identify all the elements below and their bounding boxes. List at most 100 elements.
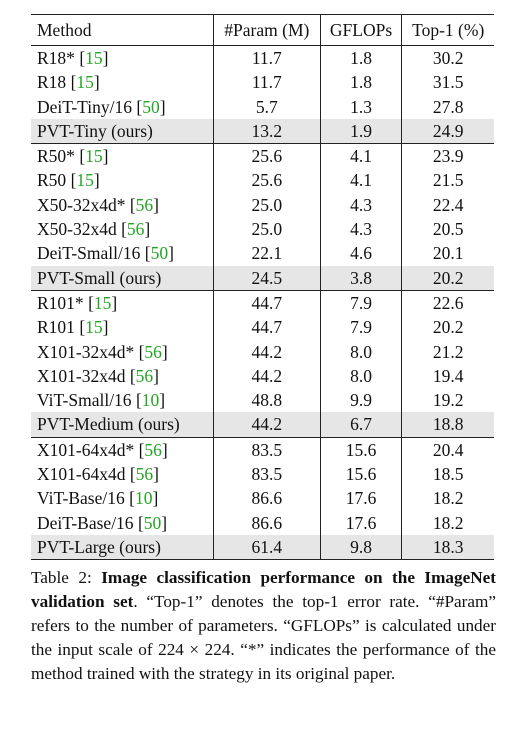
citation-link[interactable]: 15 bbox=[76, 72, 94, 93]
params-cell: 24.5 bbox=[213, 265, 321, 291]
method-name: PVT-Tiny (ours) bbox=[37, 120, 153, 141]
params-cell: 86.6 bbox=[213, 510, 321, 535]
params-cell: 13.2 bbox=[213, 118, 321, 144]
top1-cell: 18.8 bbox=[401, 412, 494, 438]
citation-link[interactable]: 56 bbox=[144, 341, 162, 362]
top1-cell: 20.1 bbox=[432, 243, 464, 264]
citation-link[interactable]: 15 bbox=[76, 170, 94, 191]
method-name: DeiT-Small/16 bbox=[37, 243, 141, 264]
table-row: R101 [15] 44.7 7.9 20.2 bbox=[31, 315, 494, 340]
method-name: PVT-Small (ours) bbox=[37, 267, 162, 288]
table-body: R18* [15] 11.7 1.8 30.2 R18 [15] 11.7 1.8 31.5 D… bbox=[31, 45, 494, 560]
top1-cell: 27.8 bbox=[432, 96, 464, 117]
gflops-cell: 1.8 bbox=[320, 70, 403, 95]
method-name: DeiT-Tiny/16 bbox=[37, 96, 132, 117]
method-name: R101 bbox=[37, 317, 75, 338]
method-name: X50-32x4d* bbox=[37, 194, 126, 215]
header-gflops: GFLOPs bbox=[320, 14, 403, 46]
table-row: PVT-Medium (ours) 44.2 6.7 18.8 bbox=[31, 412, 494, 438]
gflops-cell: 1.8 bbox=[320, 45, 403, 71]
top1-cell: 18.5 bbox=[432, 464, 464, 485]
method-cell: X101-64x4d* [56] bbox=[31, 437, 214, 463]
top1-cell: 22.6 bbox=[432, 292, 464, 313]
table-row: X101-64x4d [56] 83.5 15.6 18.5 bbox=[31, 462, 494, 487]
method-name: PVT-Large (ours) bbox=[37, 536, 161, 557]
top1-cell: 19.2 bbox=[432, 390, 464, 411]
method-name: DeiT-Base/16 bbox=[37, 512, 134, 533]
gflops-cell: 1.9 bbox=[320, 118, 403, 144]
params-cell: 61.4 bbox=[213, 534, 321, 560]
gflops-cell: 6.7 bbox=[320, 412, 403, 438]
method-cell: R101* [15] bbox=[31, 290, 214, 316]
table-row: X50-32x4d [56] 25.0 4.3 20.5 bbox=[31, 217, 494, 242]
gflops-cell: 1.3 bbox=[320, 94, 403, 119]
top1-cell: 20.4 bbox=[432, 439, 464, 460]
gflops-cell: 4.3 bbox=[320, 192, 403, 218]
top1-cell: 21.2 bbox=[432, 341, 464, 362]
results-table: Method #Param (M) GFLOPs Top-1 (%) R18* … bbox=[31, 14, 494, 560]
params-cell: 11.7 bbox=[213, 45, 321, 71]
method-cell: X50-32x4d* [56] bbox=[31, 192, 214, 218]
gflops-cell: 8.0 bbox=[320, 363, 403, 389]
citation-link[interactable]: 15 bbox=[93, 292, 112, 313]
top1-cell: 18.2 bbox=[432, 488, 464, 509]
table-row: R18 [15] 11.7 1.8 31.5 bbox=[31, 70, 494, 95]
params-cell: 11.7 bbox=[213, 70, 321, 95]
table-row: PVT-Tiny (ours) 13.2 1.9 24.9 bbox=[31, 118, 494, 144]
method-name: R50 bbox=[37, 170, 67, 191]
top1-cell: 19.4 bbox=[432, 365, 464, 386]
gflops-cell: 7.9 bbox=[320, 290, 403, 316]
citation-link[interactable]: 50 bbox=[143, 512, 162, 533]
table-row: PVT-Small (ours) 24.5 3.8 20.2 bbox=[31, 265, 494, 291]
header-params: #Param (M) bbox=[213, 14, 321, 46]
gflops-cell: 17.6 bbox=[320, 486, 403, 511]
method-cell: R50* [15] bbox=[31, 143, 214, 169]
params-cell: 44.7 bbox=[213, 290, 321, 316]
top1-cell: 30.2 bbox=[432, 48, 464, 68]
caption-text: . “Top-1” denotes the top-1 error rate. … bbox=[31, 592, 496, 683]
method-cell: DeiT-Tiny/16 [50] bbox=[31, 94, 214, 119]
citation-link[interactable]: 50 bbox=[142, 96, 160, 117]
gflops-cell: 4.1 bbox=[320, 143, 403, 169]
citation-link[interactable]: 15 bbox=[85, 48, 103, 68]
citation-link[interactable]: 56 bbox=[144, 439, 162, 460]
citation-link[interactable]: 15 bbox=[85, 146, 103, 167]
params-cell: 83.5 bbox=[213, 462, 321, 487]
caption-bold-title: Image classification performance on the … bbox=[31, 568, 496, 611]
top1-cell: 18.2 bbox=[432, 512, 464, 533]
table-row: R18* [15] 11.7 1.8 30.2 bbox=[31, 45, 494, 71]
table-row: PVT-Large (ours) 61.4 9.8 18.3 bbox=[31, 534, 494, 560]
table-row: R101* [15] 44.7 7.9 22.6 bbox=[31, 290, 494, 316]
table-row: X101-64x4d* [56] 83.5 15.6 20.4 bbox=[31, 437, 494, 463]
citation-link[interactable]: 10 bbox=[141, 390, 160, 411]
citation-link[interactable]: 56 bbox=[135, 194, 154, 215]
top1-cell: 21.5 bbox=[432, 170, 464, 191]
method-cell: DeiT-Base/16 [50] bbox=[31, 510, 214, 535]
method-cell: X101-64x4d [56] bbox=[31, 462, 214, 487]
citation-link[interactable]: 50 bbox=[150, 243, 169, 264]
citation-link[interactable]: 56 bbox=[126, 219, 145, 240]
table-row: X101-32x4d [56] 44.2 8.0 19.4 bbox=[31, 363, 494, 389]
method-cell: X101-32x4d* [56] bbox=[31, 339, 214, 364]
citation-link[interactable]: 56 bbox=[135, 365, 154, 386]
gflops-cell: 15.6 bbox=[320, 462, 403, 487]
gflops-cell: 9.9 bbox=[320, 388, 403, 413]
citation-link[interactable]: 10 bbox=[134, 488, 153, 509]
gflops-cell: 15.6 bbox=[320, 437, 403, 463]
citation-link[interactable]: 15 bbox=[85, 317, 103, 338]
params-cell: 22.1 bbox=[213, 241, 321, 266]
top1-cell: 24.9 bbox=[401, 118, 494, 144]
table-header-row: Method #Param (M) GFLOPs Top-1 (%) bbox=[31, 14, 494, 46]
header-method: Method bbox=[31, 14, 214, 46]
method-name: ViT-Small/16 bbox=[37, 390, 132, 411]
method-cell: ViT-Small/16 [10] bbox=[31, 388, 214, 413]
params-cell: 44.2 bbox=[213, 363, 321, 389]
citation-link[interactable]: 56 bbox=[135, 464, 154, 485]
header-top1: Top-1 (%) bbox=[412, 20, 485, 40]
table-caption: Table 2: Image classification performanc… bbox=[31, 566, 496, 686]
gflops-cell: 3.8 bbox=[320, 265, 403, 291]
table-row: R50 [15] 25.6 4.1 21.5 bbox=[31, 168, 494, 193]
caption-label: Table 2: bbox=[31, 568, 102, 587]
method-name: R18 bbox=[37, 72, 67, 93]
method-name: X101-64x4d bbox=[37, 464, 126, 485]
